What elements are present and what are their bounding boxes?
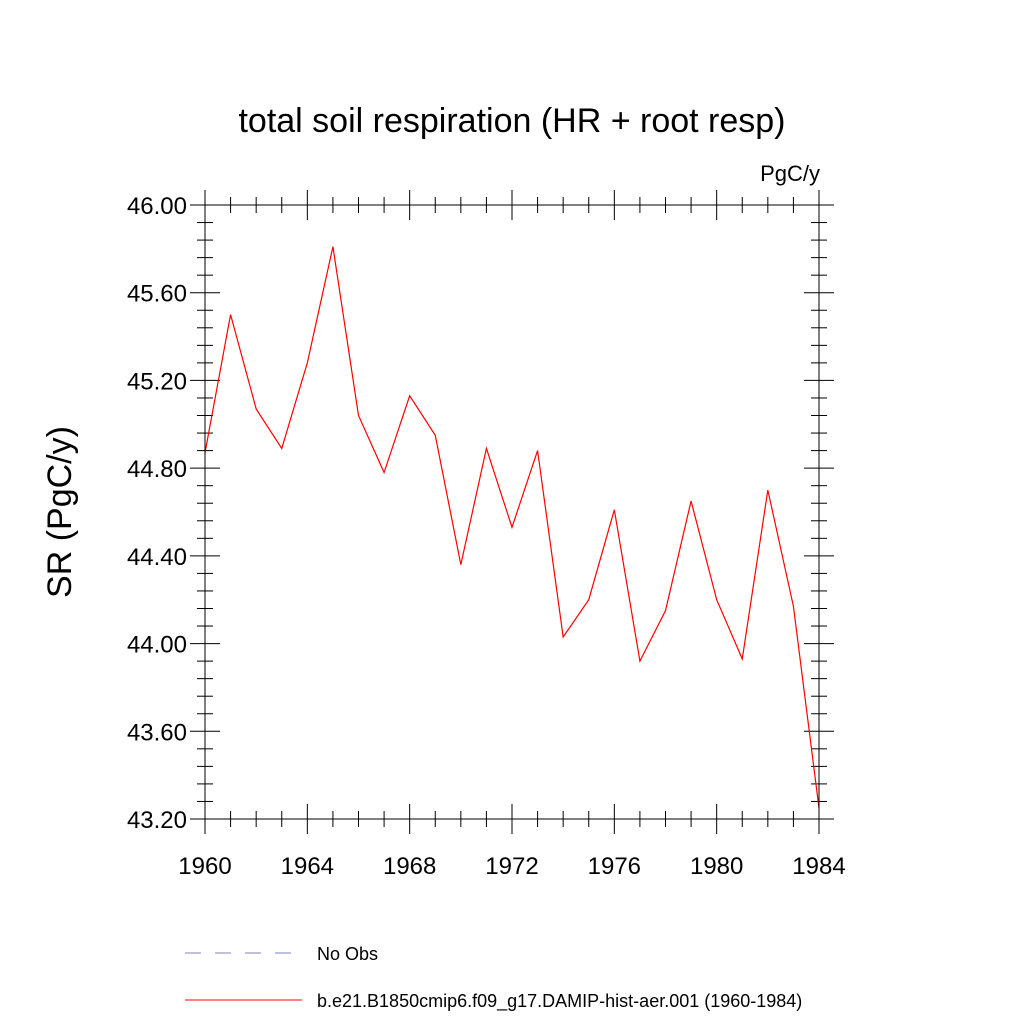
x-tick-label: 1964 [281,853,334,880]
y-tick-label: 44.80 [127,456,187,483]
y-tick-label: 43.20 [127,807,187,834]
y-axis-label: SR (PgC/y) [41,426,79,598]
x-tick-label: 1972 [485,853,538,880]
y-tick-label: 43.60 [127,719,187,746]
series-layer [204,246,820,809]
y-tick-label: 46.00 [127,193,187,220]
x-tick-label: 1960 [178,853,231,880]
x-tick-label: 1968 [383,853,436,880]
legend: No Obs b.e21.B1850cmip6.f09_g17.DAMIP-his… [185,944,802,1012]
axis-ticks [190,190,834,834]
x-tick-label: 1976 [588,853,641,880]
x-tick-label: 1984 [792,853,845,880]
y-tick-label: 44.40 [127,544,187,571]
legend-label: No Obs [317,944,378,964]
units-label: PgC/y [760,161,820,186]
x-tick-label: 1980 [690,853,743,880]
series-line [204,246,820,809]
y-tick-label: 44.00 [127,632,187,659]
plot-frame [204,204,820,820]
chart-title: total soil respiration (HR + root resp) [238,102,785,140]
y-tick-labels: 43.20 43.60 44.00 44.40 44.80 45.20 45.60 46.00 [127,193,187,834]
y-tick-label: 45.20 [127,368,187,395]
x-tick-labels: 1960 1964 1968 1972 1976 1980 1984 [178,853,845,880]
legend-label: b.e21.B1850cmip6.f09_g17.DAMIP-hist-aer.… [317,991,802,1012]
y-tick-label: 45.60 [127,281,187,308]
